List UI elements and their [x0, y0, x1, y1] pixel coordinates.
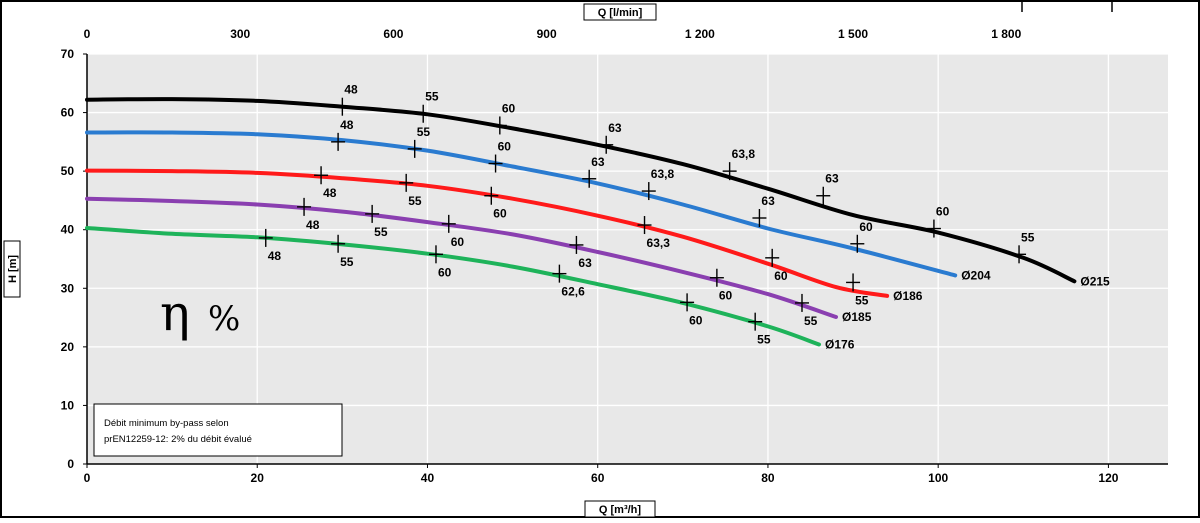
efficiency-unit: % — [208, 299, 240, 339]
eff-label-d204-2: 60 — [498, 140, 512, 154]
eff-label-d185-3: 63 — [578, 256, 592, 270]
x2-axis-title: Q [l/min] — [598, 7, 643, 19]
x-tick-label-5: 100 — [928, 471, 948, 485]
eff-label-d185-5: 55 — [804, 314, 818, 328]
eff-label-d186-3: 63,3 — [647, 236, 671, 250]
eff-label-d215-6: 60 — [936, 205, 950, 219]
eff-label-d215-2: 60 — [502, 101, 516, 115]
efficiency-symbol: η — [160, 284, 190, 342]
y-tick-label-5: 50 — [61, 164, 75, 178]
x-tick-label-3: 60 — [591, 471, 605, 485]
eff-label-d204-3: 63 — [591, 155, 605, 169]
curve-d215 — [85, 97, 1077, 284]
diameter-label-d215: Ø215 — [1080, 274, 1110, 288]
eff-label-d185-1: 55 — [374, 225, 388, 239]
eff-label-d176-1: 55 — [340, 255, 354, 269]
x2-tick-label-6: 1 800 — [991, 27, 1021, 41]
x-tick-label-6: 120 — [1098, 471, 1118, 485]
x-axis-title: Q [m³/h] — [599, 504, 641, 516]
x2-tick-label-5: 1 500 — [838, 27, 868, 41]
eff-label-d186-4: 60 — [774, 269, 788, 283]
efficiency-marks: 48 55 60 63 63,8 63 60 55 48 55 60 63 63,8 63 60 48 55 60… — [258, 83, 1035, 347]
eff-label-d176-4: 60 — [689, 313, 703, 327]
y-tick-label-2: 20 — [61, 340, 75, 354]
eff-label-d204-5: 63 — [761, 194, 775, 208]
y-axis-title-box — [3, 240, 21, 298]
y-tick-label-0: 0 — [67, 457, 74, 471]
x-tick-label-4: 80 — [761, 471, 775, 485]
diameter-label-d204: Ø204 — [961, 268, 991, 282]
x-axis-title-box — [584, 500, 656, 518]
x2-tick-label-0: 0 — [84, 27, 91, 41]
x2-tick-label-2: 600 — [383, 27, 403, 41]
diameter-label-d185: Ø185 — [842, 310, 872, 324]
eff-label-d186-0: 48 — [323, 186, 337, 200]
eff-label-d185-0: 48 — [306, 218, 320, 232]
y-axis-title: H [m] — [7, 255, 19, 283]
note-line-1: Débit minimum by-pass selon — [104, 418, 229, 429]
curve-d185 — [85, 196, 838, 319]
eff-label-d215-5: 63 — [825, 172, 839, 186]
eff-label-d215-7: 55 — [1021, 230, 1035, 244]
x2-tick-label-1: 300 — [230, 27, 250, 41]
eff-label-d215-0: 48 — [344, 83, 358, 97]
eff-label-d215-4: 63,8 — [732, 147, 756, 161]
eff-label-d186-5: 55 — [855, 293, 869, 307]
note-box — [93, 403, 343, 457]
y-tick-label-1: 10 — [61, 398, 75, 412]
x2-axis-title-box — [583, 3, 657, 21]
y-tick-label-3: 30 — [61, 281, 75, 295]
x2-tick-label-3: 900 — [537, 27, 557, 41]
x-tick-label-2: 40 — [421, 471, 435, 485]
curve-d176 — [85, 226, 821, 347]
x-tick-label-1: 20 — [251, 471, 265, 485]
eff-label-d204-6: 60 — [859, 220, 873, 234]
x2-axis-ticks: 0 300 600 900 1 200 1 500 1 800 — [84, 27, 1022, 41]
eff-label-d186-2: 60 — [493, 207, 507, 221]
eff-label-d176-0: 48 — [268, 249, 282, 263]
eff-label-d176-5: 55 — [757, 333, 771, 347]
note-line-2: prEN12259-12: 2% du débit évalué — [104, 434, 252, 445]
diameter-label-d186: Ø186 — [893, 289, 923, 303]
eff-label-d185-2: 60 — [451, 235, 465, 249]
curve-d204 — [85, 130, 958, 278]
y-tick-label-6: 60 — [61, 106, 75, 120]
eff-label-d204-1: 55 — [417, 125, 431, 139]
eff-label-d186-1: 55 — [408, 194, 422, 208]
x2-tick-label-4: 1 200 — [685, 27, 715, 41]
y-tick-label-4: 40 — [61, 223, 75, 237]
eff-label-d176-2: 60 — [438, 265, 452, 279]
eff-label-d204-0: 48 — [340, 118, 354, 132]
eff-label-d204-4: 63,8 — [651, 167, 675, 181]
y-tick-label-7: 70 — [61, 47, 75, 61]
diameter-labels: Ø215 Ø204 Ø186 Ø185 Ø176 — [825, 268, 1110, 351]
x-axis-ticks: 0 20 40 60 80 100 120 — [84, 464, 1119, 485]
eff-label-d215-1: 55 — [425, 90, 439, 104]
diameter-label-d176: Ø176 — [825, 338, 855, 352]
eff-label-d215-3: 63 — [608, 121, 622, 135]
eff-label-d185-4: 60 — [719, 289, 733, 303]
eff-label-d176-3: 62,6 — [561, 285, 585, 299]
x-tick-label-0: 0 — [84, 471, 91, 485]
